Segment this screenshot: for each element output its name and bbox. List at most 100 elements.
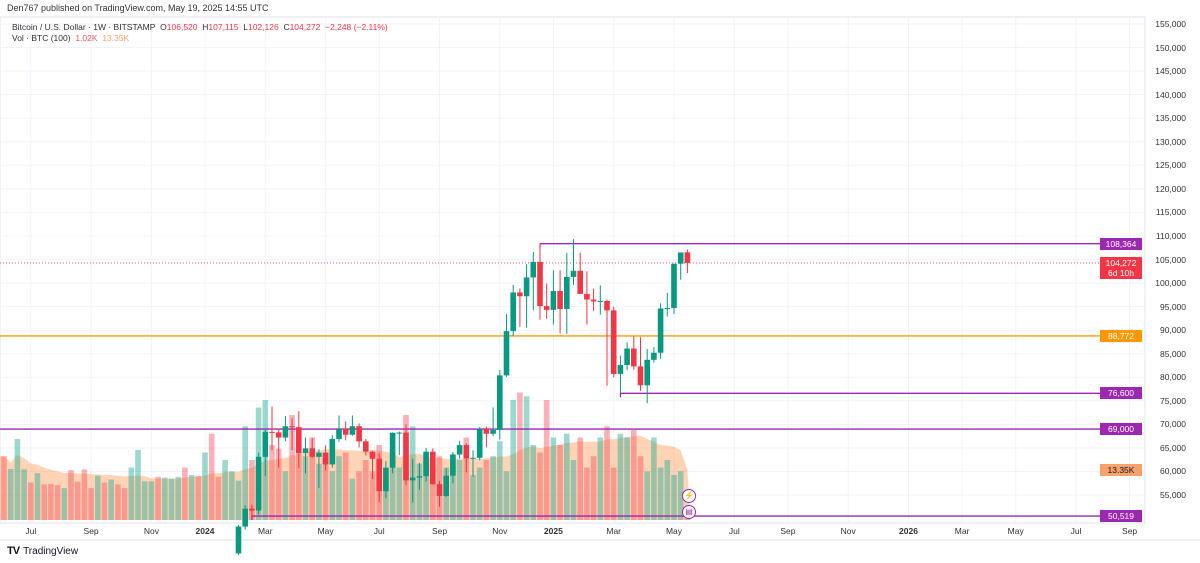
volume-bar	[48, 484, 54, 520]
volume-bar	[168, 478, 175, 520]
volume-bar	[664, 460, 671, 520]
volume-bar	[215, 476, 222, 520]
price-axis-label: 85,000	[1160, 348, 1186, 359]
time-axis-label: Nov	[143, 526, 159, 536]
volume-bar	[631, 430, 637, 520]
volume-bar	[74, 481, 81, 520]
price-axis-label: 110,000	[1155, 230, 1186, 241]
volume-bar	[309, 437, 315, 520]
volume-bar	[590, 456, 597, 520]
time-axis-label: 2024	[195, 526, 215, 536]
volume-bar	[95, 475, 101, 520]
candle-body	[436, 484, 443, 496]
candle-body	[322, 452, 329, 465]
candle-body	[349, 426, 356, 435]
candle-body	[590, 299, 597, 302]
volume-bar	[517, 392, 523, 520]
time-axis-label: Nov	[840, 526, 856, 536]
price-axis-label: 155,000	[1155, 19, 1186, 29]
volume-bar	[249, 460, 255, 520]
candle-body	[275, 432, 282, 438]
candle-body	[584, 293, 590, 300]
volume-bar	[483, 460, 490, 520]
close-value: 104,272	[289, 22, 321, 32]
candle-body	[684, 252, 691, 263]
price-badge: 50,519	[1100, 510, 1142, 523]
tradingview-logo[interactable]: TV TradingView	[7, 545, 78, 557]
price-axis-label: 95,000	[1160, 301, 1186, 312]
volume-bar	[275, 448, 282, 520]
candle-body	[570, 270, 577, 277]
volume-bar	[108, 479, 114, 520]
candle-body	[456, 445, 463, 455]
volume-bar	[235, 480, 242, 520]
candle-body	[363, 441, 369, 452]
volume-bar	[135, 449, 141, 520]
time-axis-label: Mar	[257, 526, 273, 536]
publisher-line: Den767 published on TradingView.com, May…	[7, 3, 269, 13]
volume-bar	[148, 481, 155, 520]
candle-body	[430, 451, 436, 485]
price-axis-label: 135,000	[1155, 113, 1186, 124]
plot-frame	[0, 16, 1146, 524]
candle-body	[476, 429, 483, 458]
price-axis-label: 100,000	[1155, 278, 1186, 289]
news-icon[interactable]: ▤	[682, 505, 696, 519]
candle-body	[651, 352, 657, 360]
price-badge-value: 69,000	[1108, 424, 1134, 435]
time-axis-label: Nov	[492, 526, 508, 536]
candle-body	[356, 426, 362, 442]
candle-body	[403, 432, 409, 481]
tradingview-logo-icon: TV	[7, 545, 20, 557]
volume-bar	[671, 475, 677, 520]
volume-bar	[557, 445, 563, 520]
volume-ma-value: 13.35K	[102, 33, 130, 43]
volume-bar	[450, 456, 456, 520]
volume-bar	[363, 460, 369, 520]
volume-bar	[14, 439, 21, 520]
volume-bar	[88, 488, 94, 520]
price-badge-value: 50,519	[1108, 511, 1134, 522]
volume-bar	[416, 463, 423, 520]
volume-bar	[543, 400, 550, 520]
volume-bar	[577, 437, 583, 520]
volume-bar	[61, 488, 68, 520]
volume-bar	[624, 437, 630, 520]
volume-bar	[530, 445, 537, 520]
candle-body	[671, 263, 677, 309]
price-axis-label: 125,000	[1155, 160, 1186, 171]
price-axis-label: 150,000	[1155, 42, 1186, 53]
candle-body	[577, 270, 583, 294]
lightning-icon[interactable]: ⚡	[682, 489, 696, 503]
time-axis-label: Sep	[780, 526, 796, 536]
time-axis-label: Mar	[954, 526, 970, 536]
volume-label[interactable]: Vol · BTC (100)	[12, 33, 71, 43]
symbol-label[interactable]: Bitcoin / U.S. Dollar · 1W · BITSTAMP	[12, 22, 156, 32]
volume-bar	[369, 471, 376, 520]
volume-bar	[396, 467, 403, 520]
ohlc-row: Bitcoin / U.S. Dollar · 1W · BITSTAMP O 1…	[12, 22, 388, 33]
candle-body	[409, 477, 416, 481]
volume-bar	[81, 469, 88, 520]
volume-bar	[657, 467, 664, 520]
volume-bar	[128, 467, 135, 520]
price-badge: 69,000	[1100, 423, 1142, 436]
candle-body	[610, 310, 617, 374]
candle-body	[302, 448, 309, 454]
volume-bar	[463, 437, 470, 520]
time-axis-label: Sep	[431, 526, 448, 536]
candle-body	[617, 365, 624, 374]
candle-body	[631, 348, 637, 367]
candle-body	[309, 448, 315, 457]
candle-body	[644, 359, 650, 386]
volume-bar	[570, 460, 577, 520]
volume-bar	[155, 476, 161, 520]
price-axis-label: 90,000	[1160, 325, 1186, 336]
open-label: O	[160, 22, 167, 32]
volume-bar	[34, 473, 41, 520]
volume-bar	[282, 471, 289, 520]
candle-body	[289, 426, 295, 428]
candle-body	[510, 292, 516, 332]
price-badge: 88,772	[1100, 329, 1142, 342]
